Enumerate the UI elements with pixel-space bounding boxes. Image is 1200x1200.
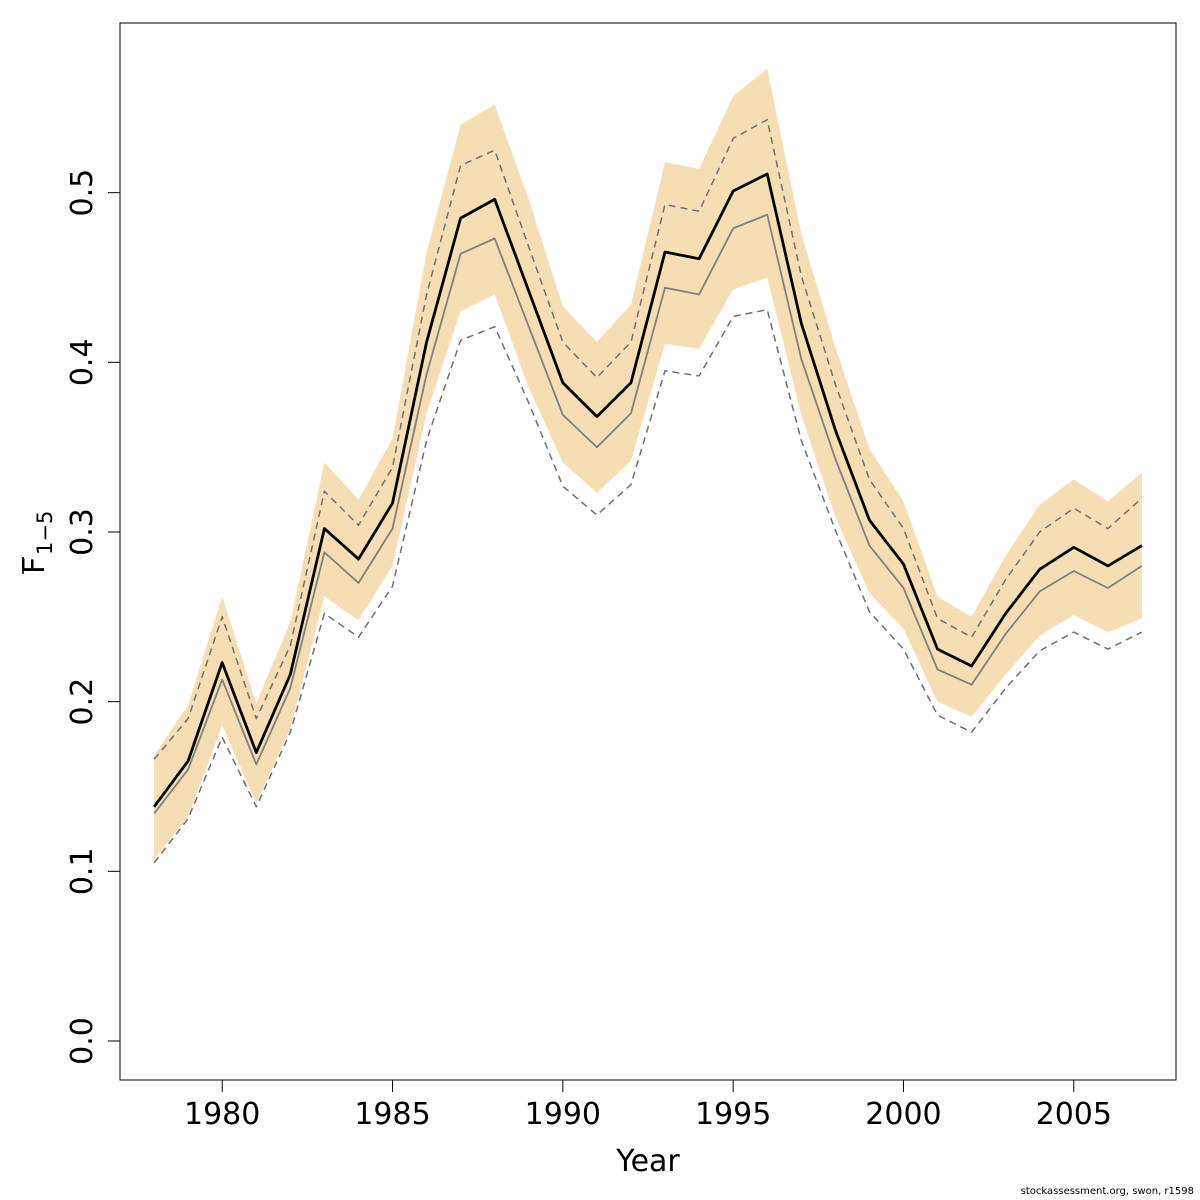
x-tick-label: 1985 xyxy=(354,1097,430,1132)
x-tick-label: 1990 xyxy=(525,1097,601,1132)
x-tick-label: 2000 xyxy=(865,1097,941,1132)
y-tick-label: 0.2 xyxy=(65,678,100,726)
x-axis: 1980 1985 1990 1995 2000 2005 xyxy=(184,1079,1112,1132)
y-tick-label: 0.4 xyxy=(65,338,100,386)
estimate-line xyxy=(152,172,1143,808)
y-tick-label: 0.3 xyxy=(65,508,100,556)
confidence-band xyxy=(154,68,1142,860)
y-axis-title-main: F xyxy=(17,557,52,574)
y-tick-label: 0.1 xyxy=(65,847,100,895)
y-tick-label: 0.0 xyxy=(65,1017,100,1065)
x-tick-label: 1995 xyxy=(695,1097,771,1132)
y-tick-label: 0.5 xyxy=(65,169,100,217)
x-axis-title: Year xyxy=(615,1144,680,1179)
reference-lower-dashed-line xyxy=(153,308,1143,864)
y-axis: 0.0 0.1 0.2 0.3 0.4 0.5 xyxy=(65,169,121,1065)
footer-credit: stockassessment.org, swon, r1598 xyxy=(1020,1186,1194,1197)
x-tick-label: 1980 xyxy=(184,1097,260,1132)
y-axis-title: F 1−5 xyxy=(17,511,57,574)
y-axis-title-subscript: 1−5 xyxy=(33,511,57,555)
confidence-band-layer xyxy=(154,68,1142,860)
series-lines-layer xyxy=(152,118,1143,864)
x-tick-label: 2005 xyxy=(1036,1097,1112,1132)
reference-line xyxy=(153,213,1143,815)
